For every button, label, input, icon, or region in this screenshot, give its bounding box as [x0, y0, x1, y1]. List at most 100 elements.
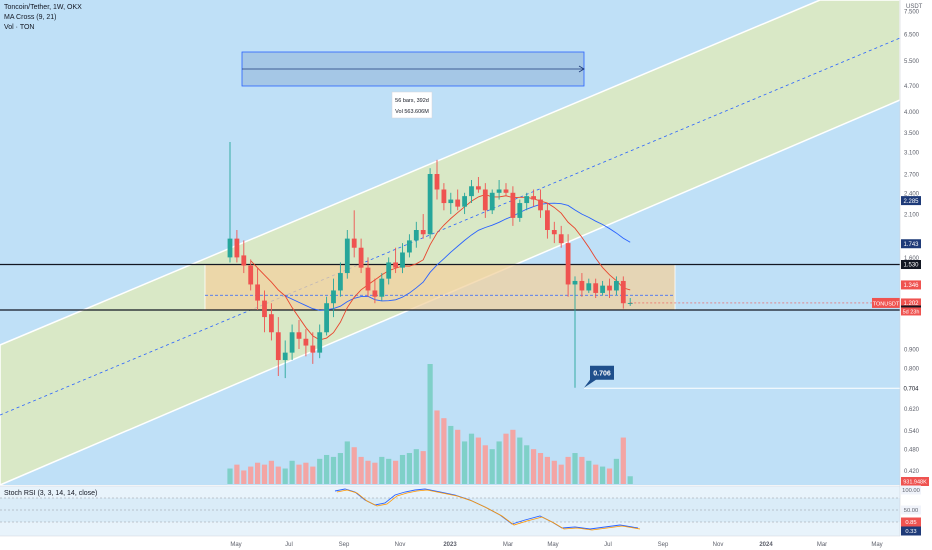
- time-tick-label: Nov: [713, 542, 724, 548]
- candle-body: [241, 255, 247, 266]
- price-tick-label: 5.500: [904, 59, 920, 65]
- volume-bar: [489, 449, 495, 484]
- rsi-axis-tag-text: 50.00: [904, 508, 919, 514]
- price-tick-label: 4.700: [904, 84, 920, 90]
- volume-bar: [558, 464, 564, 484]
- candle-body: [482, 189, 488, 211]
- candle-body: [586, 283, 592, 291]
- volume-bar: [475, 437, 481, 484]
- rsi-axis-tag: [901, 517, 921, 527]
- candle-body: [427, 174, 433, 235]
- volume-bar: [234, 464, 240, 484]
- candle-body: [545, 210, 550, 231]
- volume-bar: [330, 456, 337, 484]
- measurement-volume-text: Vol 563.606M: [395, 109, 429, 115]
- volume-bar: [413, 449, 419, 484]
- volume-bar: [303, 462, 309, 484]
- candle-body: [386, 262, 392, 279]
- price-axis-tag-text: 1.743: [903, 242, 919, 248]
- measurement-label-box: [391, 91, 433, 119]
- volume-bar: [593, 464, 599, 484]
- candle-body: [372, 290, 378, 297]
- candle-body: [275, 332, 281, 361]
- volume-bar: [261, 464, 268, 484]
- price-axis-tag-text: 2.285: [903, 199, 919, 205]
- volume-legend[interactable]: Vol · TON: [4, 24, 35, 31]
- price-tick-label: 6.500: [904, 33, 920, 39]
- candle-body: [627, 302, 633, 304]
- candle-body: [496, 189, 502, 193]
- time-tick-label: Jul: [285, 542, 293, 548]
- price-tick-label: 3.500: [904, 131, 920, 137]
- volume-bar: [565, 456, 571, 484]
- candle-body: [469, 186, 474, 197]
- volume-bar: [310, 466, 316, 484]
- volume-bar: [379, 456, 385, 484]
- candle-body: [379, 278, 385, 297]
- rsi-axis-tag-text: 0.85: [905, 520, 916, 526]
- volume-bar: [572, 453, 578, 484]
- volume-bar: [600, 466, 606, 484]
- price-axis-tag: [901, 239, 921, 249]
- candle-body: [262, 300, 267, 318]
- volume-bar: [544, 456, 550, 484]
- price-tick-label: 2.400: [904, 191, 920, 197]
- time-tick-label: 2023: [443, 542, 457, 548]
- ma-cross-legend[interactable]: MA Cross (9, 21): [4, 14, 57, 21]
- low-callout-text: 0.706: [593, 371, 611, 378]
- time-tick-label: Nov: [395, 542, 406, 548]
- measurement-bars-text: 56 bars, 392d: [395, 98, 429, 104]
- price-axis-tag: [901, 298, 921, 308]
- time-tick-label: Sep: [339, 542, 350, 548]
- candle-body: [338, 273, 343, 291]
- candle-body: [565, 243, 571, 285]
- volume-bar: [441, 418, 447, 484]
- arrow-head: [578, 65, 585, 73]
- countdown-tag-text: 5d 23h: [903, 309, 920, 315]
- volume-bar: [337, 453, 343, 484]
- candle-body: [248, 265, 254, 285]
- volume-bar: [620, 437, 626, 484]
- candle-body: [551, 230, 557, 235]
- candle-body: [448, 199, 454, 204]
- volume-bar: [482, 445, 488, 484]
- candle-body: [358, 247, 364, 268]
- candle-body: [407, 240, 412, 253]
- volume-bar: [586, 460, 592, 484]
- volume-bar: [462, 441, 468, 484]
- candle-body: [434, 174, 440, 190]
- candle-body: [227, 238, 233, 258]
- rsi-axis-tag-text: 100.00: [902, 488, 920, 494]
- candle-body: [289, 332, 295, 353]
- price-axis-tag: [901, 196, 921, 206]
- candle-body: [503, 189, 509, 193]
- rsi-axis-tag-text: 0.33: [905, 529, 916, 535]
- stoch-rsi-legend[interactable]: Stoch RSI (3, 3, 14, 14, close): [4, 490, 98, 497]
- price-tick-label: 0.540: [904, 429, 920, 435]
- candle-body: [462, 196, 467, 207]
- candle-body: [344, 238, 350, 274]
- rsi-axis-tag: [901, 505, 921, 515]
- candle-body: [572, 280, 578, 285]
- volume-bar: [227, 468, 233, 484]
- volume-bar: [579, 456, 585, 484]
- candle-body: [317, 332, 323, 353]
- candle-body: [607, 285, 612, 291]
- time-tick-label: 2024: [759, 542, 773, 548]
- candle-body: [441, 189, 447, 204]
- volume-bar: [324, 454, 330, 484]
- candle-body: [393, 262, 398, 268]
- candle-body: [269, 314, 274, 333]
- price-tick-label: 3.100: [904, 151, 920, 157]
- volume-bar: [537, 453, 544, 484]
- candle-body: [296, 332, 302, 339]
- candle-body: [324, 303, 329, 333]
- symbol-legend[interactable]: Toncoin/Tether, 1W, OKX: [4, 4, 82, 11]
- price-axis-tag: [901, 280, 921, 290]
- volume-bar: [551, 460, 557, 484]
- volume-bar: [503, 433, 509, 484]
- volume-bar: [275, 466, 281, 484]
- price-tick-label: 0.620: [904, 407, 920, 413]
- price-tick-label: 0.800: [904, 366, 920, 372]
